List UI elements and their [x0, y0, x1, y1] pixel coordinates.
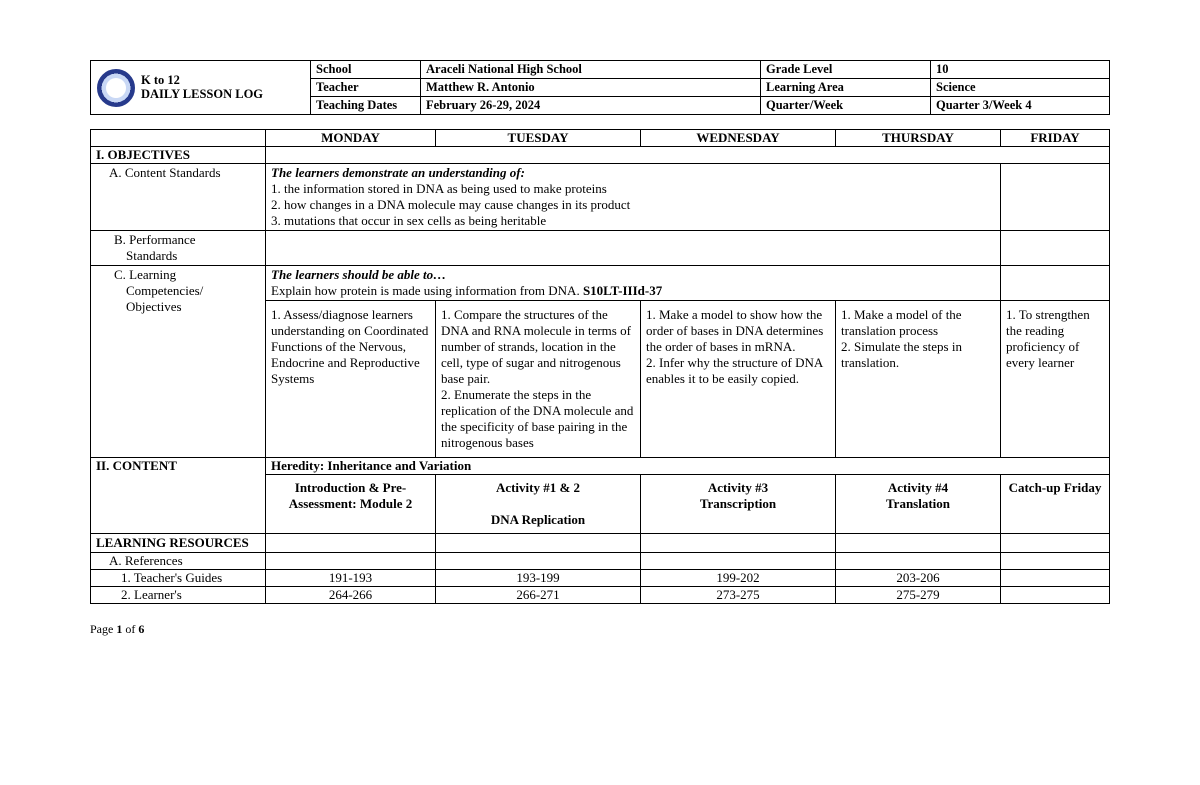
resources-label: LEARNING RESOURCES	[91, 534, 266, 553]
page-label: Page	[90, 622, 116, 636]
content-std-label: A. Content Standards	[91, 164, 266, 231]
hdr-quarter-value: Quarter 3/Week 4	[931, 97, 1110, 115]
logo-title-cell: K to 12 DAILY LESSON LOG	[91, 61, 311, 115]
lm-label: 2. Learner's	[91, 587, 266, 604]
deped-seal-icon	[97, 69, 135, 107]
act-tue-b: DNA Replication	[491, 512, 585, 527]
act-thu: Activity #4 Translation	[836, 475, 1001, 534]
perf-std-label: B. Performance Standards	[91, 231, 266, 266]
header-table: K to 12 DAILY LESSON LOG School Araceli …	[90, 60, 1110, 115]
objectives-blank	[266, 147, 1110, 164]
lm-mon: 264-266	[266, 587, 436, 604]
lc-intro-body: The learners should be able to… Explain …	[266, 266, 1001, 301]
act-fri: Catch-up Friday	[1001, 475, 1110, 534]
day-thu: THURSDAY	[836, 130, 1001, 147]
act-thu-a: Activity #4	[888, 480, 948, 495]
tg-mon: 191-193	[266, 570, 436, 587]
hdr-quarter-label: Quarter/Week	[761, 97, 931, 115]
lc-thu: 1. Make a model of the translation proce…	[836, 301, 1001, 458]
res-wed	[641, 534, 836, 553]
hdr-teacher-value: Matthew R. Antonio	[421, 79, 761, 97]
content-std-body: The learners demonstrate an understandin…	[266, 164, 1001, 231]
refs-thu	[836, 553, 1001, 570]
act-wed-b: Transcription	[700, 496, 776, 511]
lc-label: C. Learning Competencies/ Objectives	[91, 266, 266, 458]
hdr-area-value: Science	[931, 79, 1110, 97]
tg-label: 1. Teacher's Guides	[91, 570, 266, 587]
lm-thu: 275-279	[836, 587, 1001, 604]
hdr-teacher-label: Teacher	[311, 79, 421, 97]
lm-tue: 266-271	[436, 587, 641, 604]
content-std-3: 3. mutations that occur in sex cells as …	[271, 213, 546, 228]
page-footer: Page 1 of 6	[90, 622, 1110, 637]
lc-fri: 1. To strengthen the reading proficiency…	[1001, 301, 1110, 458]
refs-label: A. References	[91, 553, 266, 570]
content-label: II. CONTENT	[91, 458, 266, 534]
res-tue	[436, 534, 641, 553]
content-std-2: 2. how changes in a DNA molecule may cau…	[271, 197, 630, 212]
page-total: 6	[138, 622, 144, 636]
hdr-dates-value: February 26-29, 2024	[421, 97, 761, 115]
main-table: MONDAY TUESDAY WEDNESDAY THURSDAY FRIDAY…	[90, 129, 1110, 604]
lc-text: Explain how protein is made using inform…	[271, 283, 583, 298]
content-std-fri	[1001, 164, 1110, 231]
lm-wed: 273-275	[641, 587, 836, 604]
lc-code: S10LT-IIId-37	[583, 283, 662, 298]
hdr-school-value: Araceli National High School	[421, 61, 761, 79]
perf-std-b: Standards	[96, 248, 260, 264]
act-tue: Activity #1 & 2 DNA Replication	[436, 475, 641, 534]
lc-a: C. Learning	[96, 267, 260, 283]
page-of: of	[122, 622, 138, 636]
lc-wed: 1. Make a model to show how the order of…	[641, 301, 836, 458]
refs-wed	[641, 553, 836, 570]
perf-std-fri	[1001, 231, 1110, 266]
lm-fri	[1001, 587, 1110, 604]
res-fri	[1001, 534, 1110, 553]
hdr-school-label: School	[311, 61, 421, 79]
perf-std-body	[266, 231, 1001, 266]
tg-fri	[1001, 570, 1110, 587]
day-mon: MONDAY	[266, 130, 436, 147]
content-std-intro: The learners demonstrate an understandin…	[271, 165, 525, 180]
act-tue-a: Activity #1 & 2	[496, 480, 580, 495]
hdr-area-label: Learning Area	[761, 79, 931, 97]
act-wed-a: Activity #3	[708, 480, 768, 495]
refs-fri	[1001, 553, 1110, 570]
doc-title: DAILY LESSON LOG	[141, 88, 263, 102]
lc-intro: The learners should be able to…	[271, 267, 446, 282]
lc-tue: 1. Compare the structures of the DNA and…	[436, 301, 641, 458]
act-thu-b: Translation	[886, 496, 950, 511]
refs-tue	[436, 553, 641, 570]
program-label: K to 12	[141, 74, 263, 88]
day-tue: TUESDAY	[436, 130, 641, 147]
hdr-dates-label: Teaching Dates	[311, 97, 421, 115]
refs-mon	[266, 553, 436, 570]
hdr-grade-label: Grade Level	[761, 61, 931, 79]
lc-intro-fri	[1001, 266, 1110, 301]
hdr-grade-value: 10	[931, 61, 1110, 79]
tg-wed: 199-202	[641, 570, 836, 587]
content-std-1: 1. the information stored in DNA as bein…	[271, 181, 607, 196]
tg-thu: 203-206	[836, 570, 1001, 587]
tg-tue: 193-199	[436, 570, 641, 587]
act-wed: Activity #3 Transcription	[641, 475, 836, 534]
res-thu	[836, 534, 1001, 553]
day-wed: WEDNESDAY	[641, 130, 836, 147]
blank-corner	[91, 130, 266, 147]
act-mon: Introduction & Pre-Assessment: Module 2	[266, 475, 436, 534]
perf-std-a: B. Performance	[96, 232, 260, 248]
lc-mon: 1. Assess/diagnose learners understandin…	[266, 301, 436, 458]
res-mon	[266, 534, 436, 553]
lc-b: Competencies/	[96, 283, 260, 299]
lc-c: Objectives	[96, 299, 260, 315]
content-topic: Heredity: Inheritance and Variation	[266, 458, 1110, 475]
objectives-label: I. OBJECTIVES	[91, 147, 266, 164]
day-fri: FRIDAY	[1001, 130, 1110, 147]
